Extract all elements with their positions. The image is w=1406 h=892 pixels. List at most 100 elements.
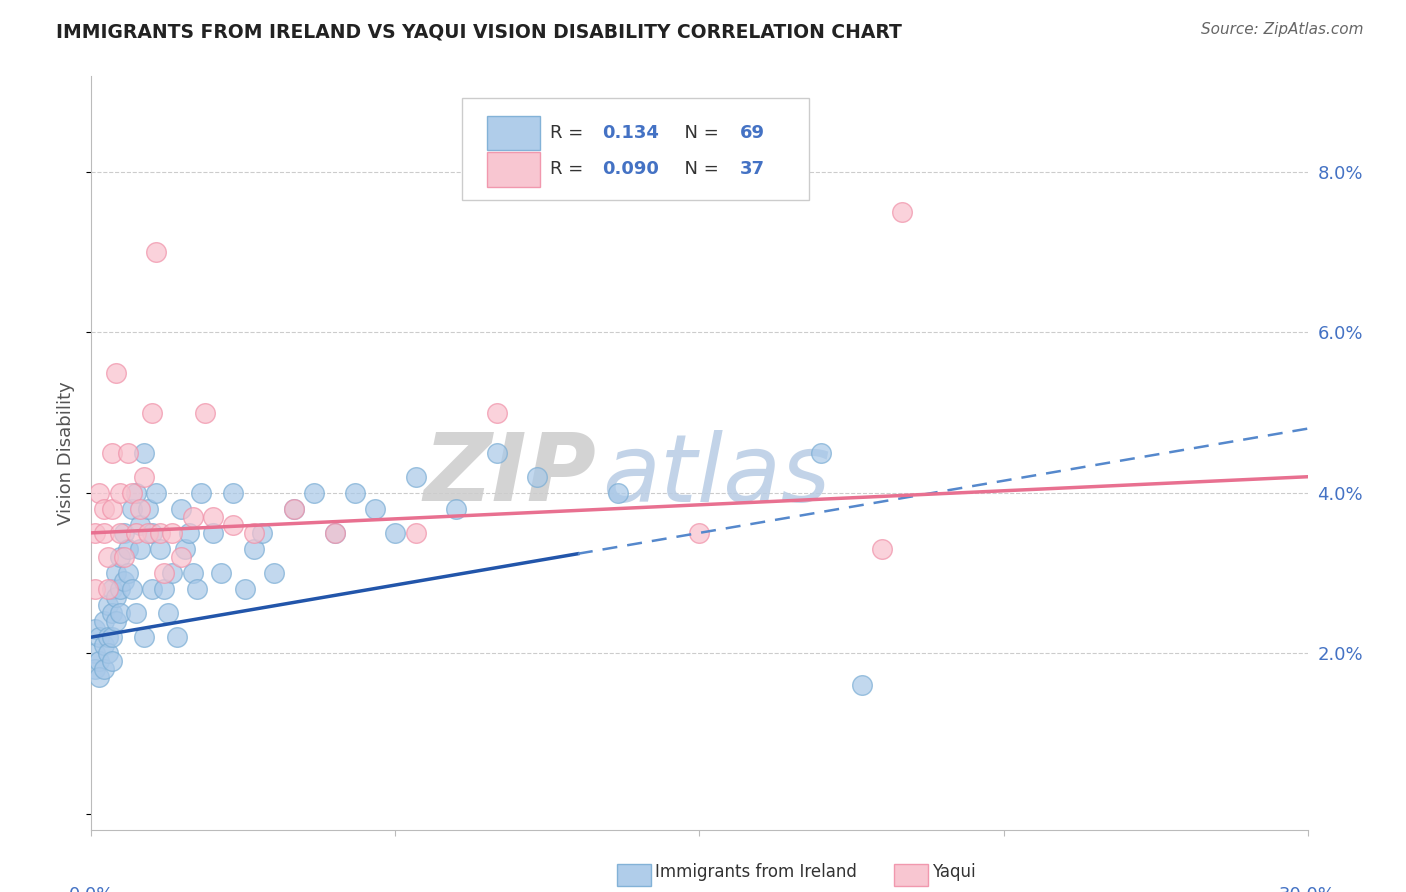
Point	[283, 501, 305, 516]
Point	[851, 678, 873, 692]
Point	[364, 501, 387, 516]
Point	[104, 566, 127, 580]
Point	[84, 662, 107, 676]
Text: 0.134: 0.134	[602, 124, 659, 142]
Text: 30.0%: 30.0%	[1279, 886, 1336, 892]
Point	[323, 525, 346, 540]
Point	[222, 517, 245, 532]
Point	[384, 525, 406, 540]
Point	[100, 582, 122, 596]
Point	[405, 525, 427, 540]
Point	[141, 582, 163, 596]
Point	[104, 366, 127, 380]
Text: Source: ZipAtlas.com: Source: ZipAtlas.com	[1201, 22, 1364, 37]
Point	[84, 582, 107, 596]
Text: N =: N =	[672, 161, 724, 178]
Point	[202, 509, 225, 524]
Point	[117, 566, 139, 580]
Point	[162, 525, 184, 540]
Point	[93, 662, 115, 676]
Point	[112, 549, 135, 564]
Point	[104, 590, 127, 604]
Point	[157, 606, 180, 620]
Y-axis label: Vision Disability: Vision Disability	[58, 381, 76, 524]
Point	[169, 501, 191, 516]
Point	[89, 654, 111, 668]
Text: N =: N =	[672, 124, 724, 142]
Point	[870, 541, 893, 556]
Point	[190, 485, 212, 500]
Point	[526, 469, 548, 483]
Point	[125, 606, 148, 620]
Point	[108, 606, 131, 620]
Point	[304, 485, 326, 500]
Text: 0.090: 0.090	[602, 161, 659, 178]
Point	[100, 630, 122, 644]
Point	[405, 469, 427, 483]
Point	[121, 501, 143, 516]
Point	[136, 525, 159, 540]
Point	[132, 630, 155, 644]
Point	[323, 525, 346, 540]
Point	[108, 549, 131, 564]
Point	[125, 485, 148, 500]
Point	[177, 525, 200, 540]
Point	[181, 566, 204, 580]
Point	[112, 525, 135, 540]
Point	[100, 606, 122, 620]
Point	[93, 525, 115, 540]
Point	[141, 525, 163, 540]
Point	[186, 582, 208, 596]
Text: 0.0%: 0.0%	[69, 886, 114, 892]
Point	[108, 485, 131, 500]
Point	[235, 582, 257, 596]
Point	[891, 205, 914, 219]
Point	[132, 446, 155, 460]
Point	[343, 485, 366, 500]
Text: Immigrants from Ireland: Immigrants from Ireland	[655, 863, 858, 881]
Point	[84, 525, 107, 540]
Point	[145, 245, 167, 260]
Point	[104, 614, 127, 628]
Point	[202, 525, 225, 540]
Point	[100, 501, 122, 516]
Point	[89, 630, 111, 644]
Point	[132, 469, 155, 483]
Text: atlas: atlas	[602, 430, 831, 521]
FancyBboxPatch shape	[486, 116, 540, 151]
Text: IMMIGRANTS FROM IRELAND VS YAQUI VISION DISABILITY CORRELATION CHART: IMMIGRANTS FROM IRELAND VS YAQUI VISION …	[56, 22, 903, 41]
Point	[242, 541, 264, 556]
Point	[121, 485, 143, 500]
Point	[607, 485, 630, 500]
Point	[485, 446, 508, 460]
Point	[263, 566, 285, 580]
Text: ZIP: ZIP	[423, 429, 596, 521]
Point	[141, 406, 163, 420]
Point	[149, 541, 172, 556]
Text: R =: R =	[550, 124, 589, 142]
Point	[100, 654, 122, 668]
Point	[97, 549, 120, 564]
Point	[162, 566, 184, 580]
Point	[93, 614, 115, 628]
Point	[117, 541, 139, 556]
Point	[166, 630, 188, 644]
Point	[129, 517, 152, 532]
Point	[89, 670, 111, 684]
Point	[108, 582, 131, 596]
Point	[173, 541, 195, 556]
Point	[121, 582, 143, 596]
Point	[222, 485, 245, 500]
FancyBboxPatch shape	[463, 98, 808, 200]
Point	[97, 630, 120, 644]
Point	[125, 525, 148, 540]
Point	[108, 525, 131, 540]
Point	[283, 501, 305, 516]
Text: 37: 37	[740, 161, 765, 178]
FancyBboxPatch shape	[486, 152, 540, 186]
Point	[485, 406, 508, 420]
Point	[810, 446, 832, 460]
Point	[84, 646, 107, 660]
Point	[97, 646, 120, 660]
Point	[181, 509, 204, 524]
